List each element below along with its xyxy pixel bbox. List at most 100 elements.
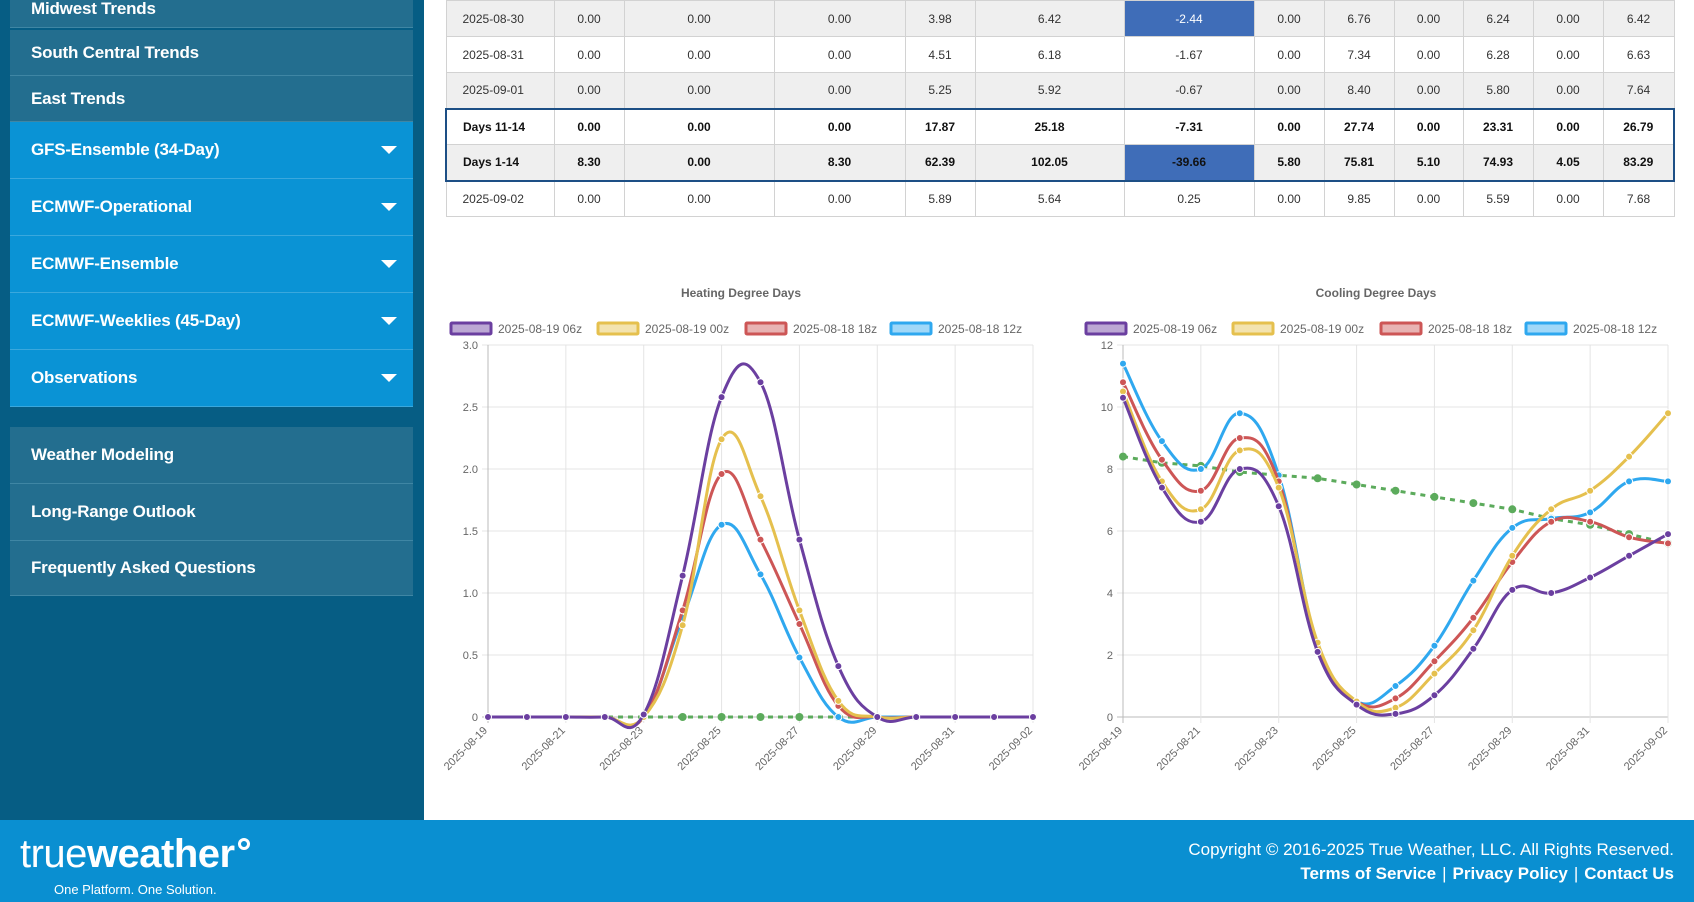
y-tick-label: 1.0 <box>463 588 478 600</box>
legend-swatch <box>1379 321 1423 336</box>
legend-item: 2025-08-19 06z <box>1084 321 1217 336</box>
value-cell: 102.05 <box>974 144 1125 182</box>
value-cell: 5.10 <box>1393 144 1464 182</box>
value-cell: 6.42 <box>974 0 1125 37</box>
x-tick-label: 2025-08-25 <box>675 725 723 773</box>
value-cell: 62.39 <box>904 144 976 182</box>
value-cell: -39.66 <box>1123 144 1255 182</box>
value-cell: 0.00 <box>1253 180 1325 217</box>
data-point <box>1586 573 1595 582</box>
data-point <box>795 620 804 628</box>
chevron-down-icon <box>381 374 397 382</box>
data-point <box>756 492 765 501</box>
contact-link[interactable]: Contact Us <box>1584 864 1674 883</box>
data-point <box>1625 452 1634 461</box>
data-point <box>678 571 687 580</box>
series-line <box>488 470 1033 728</box>
data-point <box>1469 613 1478 622</box>
data-point <box>795 653 804 662</box>
sidebar-item-label: South Central Trends <box>31 42 199 62</box>
sidebar-item-ecmwf-ensemble[interactable]: ECMWF-Ensemble <box>10 236 413 293</box>
sidebar-item-faq[interactable]: Frequently Asked Questions <box>10 541 413 596</box>
table-row: Days 1-14 8.30 0.00 8.30 62.39 102.05 -39.66 5.… <box>445 144 1675 182</box>
y-tick-label: 0.5 <box>463 650 478 662</box>
degree-day-table: 2025-08-30 0.00 0.00 0.00 3.98 6.42 -2.44 0.00 6… <box>445 0 1675 217</box>
value-cell: 0.00 <box>1532 180 1604 217</box>
value-cell: 0.00 <box>623 72 775 109</box>
data-point <box>756 378 765 387</box>
value-cell: 3.98 <box>904 0 976 37</box>
data-point <box>912 713 921 721</box>
sidebar-item-midwest-trends[interactable]: Midwest Trends <box>10 0 413 28</box>
legend-label: 2025-08-19 00z <box>1280 322 1364 336</box>
data-point <box>1119 378 1127 387</box>
value-cell: 27.74 <box>1323 107 1395 145</box>
value-cell: 0.00 <box>553 180 625 217</box>
normal-point <box>1430 492 1439 501</box>
value-cell: 0.00 <box>1253 0 1325 37</box>
y-tick-label: 2 <box>1107 650 1113 662</box>
row-label-cell: 2025-09-01 <box>445 72 555 109</box>
value-cell: 0.00 <box>773 107 906 145</box>
value-cell: 8.30 <box>773 144 906 182</box>
value-cell: 4.51 <box>904 36 976 73</box>
legend-item: 2025-08-18 12z <box>1524 321 1657 336</box>
normal-point <box>1391 486 1400 495</box>
value-cell: -7.31 <box>1123 107 1255 145</box>
legend-swatch <box>1084 321 1128 336</box>
copyright-text: Copyright © 2016-2025 True Weather, LLC.… <box>1188 840 1674 859</box>
value-cell: 0.00 <box>1532 36 1604 73</box>
data-point <box>795 535 804 544</box>
sidebar-item-label: GFS-Ensemble (34-Day) <box>31 140 220 159</box>
sidebar-item-weather-modeling[interactable]: Weather Modeling <box>10 427 413 484</box>
data-point <box>1196 465 1205 473</box>
sidebar-item-label: Midwest Trends <box>31 0 156 18</box>
data-point <box>717 393 726 402</box>
row-label-cell: 2025-08-31 <box>445 36 555 73</box>
data-point <box>1469 644 1478 653</box>
value-cell: 0.00 <box>773 72 906 109</box>
data-point <box>1430 657 1439 666</box>
sidebar-item-label: ECMWF-Operational <box>31 197 192 216</box>
x-tick-label: 2025-08-27 <box>753 725 801 773</box>
legend-item: 2025-08-19 06z <box>449 321 582 336</box>
value-cell: 0.00 <box>773 180 906 217</box>
data-point <box>1625 551 1634 560</box>
value-cell: 6.42 <box>1602 0 1675 37</box>
value-cell: 7.34 <box>1323 36 1395 73</box>
sidebar-item-south-central-trends[interactable]: South Central Trends <box>10 30 413 76</box>
sidebar-item-ecmwf-weeklies[interactable]: ECMWF-Weeklies (45-Day) <box>10 293 413 350</box>
legend-item: 2025-08-18 18z <box>744 321 877 336</box>
terms-link[interactable]: Terms of Service <box>1300 864 1437 883</box>
data-point <box>1235 409 1244 418</box>
data-point <box>1547 589 1556 597</box>
data-point <box>561 713 570 721</box>
sidebar-item-observations[interactable]: Observations <box>10 350 413 407</box>
value-cell: 5.25 <box>904 72 976 109</box>
legend-label: 2025-08-19 00z <box>645 322 729 336</box>
data-point <box>1313 647 1322 656</box>
data-point <box>1196 486 1205 495</box>
data-point <box>522 713 531 721</box>
sidebar-item-ecmwf-operational[interactable]: ECMWF-Operational <box>10 179 413 236</box>
table-row: 2025-08-31 0.00 0.00 0.00 4.51 6.18 -1.67 0.00 7… <box>445 36 1675 73</box>
value-cell: 0.00 <box>623 144 775 182</box>
table-row: 2025-09-02 0.00 0.00 0.00 5.89 5.64 0.25 0.00 9.… <box>445 180 1675 217</box>
y-tick-label: 6 <box>1107 526 1113 538</box>
legend-swatch <box>1231 321 1275 336</box>
sidebar-item-long-range-outlook[interactable]: Long-Range Outlook <box>10 484 413 541</box>
series-line <box>1121 397 1669 717</box>
chevron-down-icon <box>381 317 397 325</box>
sidebar-item-gfs-ensemble[interactable]: GFS-Ensemble (34-Day) <box>10 122 413 179</box>
truewether-logo[interactable]: trueweather <box>20 832 250 877</box>
sidebar-item-east-trends[interactable]: East Trends <box>10 76 413 122</box>
data-point <box>717 520 726 529</box>
value-cell: 74.93 <box>1462 144 1534 182</box>
sidebar: Midwest Trends South Central Trends East… <box>0 0 424 820</box>
privacy-link[interactable]: Privacy Policy <box>1452 864 1568 883</box>
logo-ring-icon <box>237 838 250 850</box>
data-point <box>1235 434 1244 442</box>
data-point <box>1508 523 1517 532</box>
series-line <box>488 430 1033 727</box>
data-point <box>1586 486 1595 495</box>
